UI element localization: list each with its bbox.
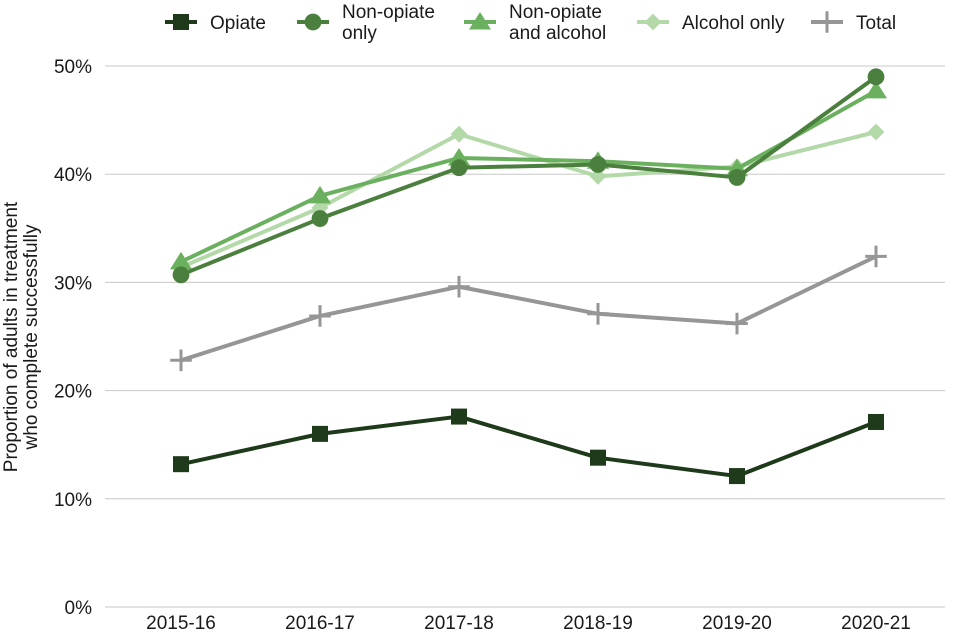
data-point-circle <box>728 169 746 186</box>
series-line <box>179 74 878 277</box>
data-point-plus <box>448 275 470 298</box>
legend-marker-square <box>173 14 189 30</box>
y-tick-label: 20% <box>54 382 92 403</box>
data-point-square <box>312 425 328 442</box>
legend-label: Non-opiate and alcohol <box>509 2 606 44</box>
data-point-square <box>590 449 606 466</box>
series <box>170 68 887 485</box>
data-point-diamond <box>450 125 468 143</box>
gridlines <box>105 65 945 608</box>
y-tick-label: 10% <box>54 490 92 511</box>
legend-marker-circle <box>304 13 322 31</box>
y-tick-label: 50% <box>54 57 92 78</box>
series-non-opiate-and-alcohol <box>170 80 887 270</box>
y-axis: 0% 10% 20% 30% 40% 50% <box>54 57 92 619</box>
data-point-diamond <box>589 167 607 185</box>
legend-label: Opiate <box>210 13 266 34</box>
data-point-diamond <box>867 123 885 141</box>
data-point-triangle <box>309 185 331 204</box>
data-point-diamond <box>311 199 329 217</box>
data-point-circle <box>450 159 468 177</box>
y-tick-label: 40% <box>54 165 92 186</box>
legend-marker-plus <box>816 11 838 33</box>
legend-label-line: Non-opiate <box>342 2 435 23</box>
y-axis-title-text: Proportion of adults in treatmentwho com… <box>1 201 42 472</box>
data-point-plus <box>587 302 609 325</box>
legend-marker-diamond <box>644 13 662 31</box>
y-tick-label: 0% <box>65 598 93 619</box>
x-tick-label: 2017-18 <box>424 613 494 634</box>
series-line <box>179 254 878 363</box>
data-point-plus <box>309 305 331 327</box>
data-point-triangle <box>170 251 192 270</box>
x-tick-label: 2015-16 <box>146 613 216 634</box>
series-total <box>170 245 887 372</box>
y-axis-title-line: Proportion of adults in treatment <box>1 201 22 472</box>
series-non-opiate-only <box>172 68 885 284</box>
x-tick-label: 2016-17 <box>285 613 355 634</box>
y-axis-title-line: who complete successfully <box>21 224 42 450</box>
x-tick-label: 2020-21 <box>841 613 911 634</box>
legend-item: Total <box>811 11 896 34</box>
data-point-circle <box>172 266 190 284</box>
data-point-square <box>451 408 467 425</box>
series-line <box>179 88 878 264</box>
y-axis-title: Proportion of adults in treatmentwho com… <box>1 201 42 472</box>
x-axis: 2015-16 2016-17 2017-18 2018-19 2019-20 2020-… <box>146 613 911 634</box>
data-point-plus <box>726 312 748 335</box>
data-point-plus <box>170 349 192 372</box>
legend-item: Opiate <box>165 13 266 34</box>
data-point-triangle <box>865 80 887 99</box>
data-point-circle <box>867 68 885 86</box>
legend-label-line: Opiate <box>210 13 266 34</box>
series-line <box>179 414 878 479</box>
data-point-circle <box>589 156 607 173</box>
legend-item: Non-opiate and alcohol <box>464 2 606 44</box>
data-point-plus <box>865 245 887 268</box>
data-point-square <box>729 468 745 485</box>
legend-label: Total <box>856 13 896 34</box>
data-point-square <box>868 413 884 430</box>
legend-label-line: Non-opiate <box>509 2 602 23</box>
legend-label-line: Alcohol only <box>682 13 785 34</box>
y-tick-label: 30% <box>54 273 92 294</box>
legend-marker-triangle <box>469 12 491 30</box>
data-point-triangle <box>448 147 470 166</box>
legend-label-line: Total <box>856 13 896 34</box>
data-point-square <box>173 456 189 473</box>
legend-label: Non-opiate only <box>342 2 435 44</box>
x-tick-label: 2018-19 <box>563 613 633 634</box>
legend-item: Alcohol only <box>637 13 785 34</box>
data-point-circle <box>311 210 329 227</box>
series-opiate <box>173 408 884 485</box>
x-tick-label: 2019-20 <box>702 613 772 634</box>
legend-label-line: only <box>342 23 377 44</box>
legend-label-line: and alcohol <box>509 23 606 44</box>
legend-item: Non-opiate only <box>297 2 435 44</box>
legend-label: Alcohol only <box>682 13 785 34</box>
